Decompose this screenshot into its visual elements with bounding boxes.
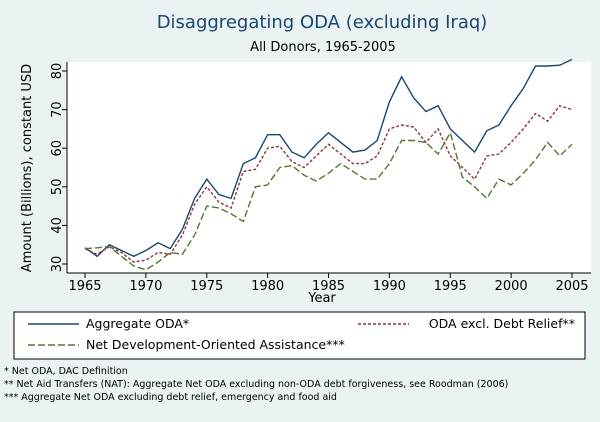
y-tick-label: 60 <box>50 140 65 157</box>
legend-label-2: ODA excl. Debt Relief** <box>429 316 575 331</box>
x-tick-label: 2005 <box>555 279 588 294</box>
x-tick-label: 1965 <box>68 279 101 294</box>
x-tick-label: 2000 <box>495 279 528 294</box>
x-tick-label: 1975 <box>190 279 223 294</box>
legend-box <box>13 311 586 360</box>
series-line-2 <box>84 104 573 263</box>
x-axis-ticks: 1965 1970 1975 1980 1985 1990 1995 2000 2005 <box>68 273 589 294</box>
series-line-1 <box>84 58 573 258</box>
x-tick-label: 1985 <box>312 279 345 294</box>
legend-label-3: Net Development-Oriented Assistance*** <box>86 337 345 352</box>
chart-title: Disaggregating ODA (excluding Iraq) <box>157 12 488 33</box>
footnote-1: * Net ODA, DAC Definition <box>4 366 128 377</box>
y-tick-label: 80 <box>50 63 65 80</box>
x-tick-label: 1970 <box>129 279 162 294</box>
plot-area <box>67 62 591 273</box>
y-tick-label: 30 <box>50 256 65 273</box>
x-tick-label: 1995 <box>434 279 467 294</box>
x-axis-title: Year <box>307 291 336 306</box>
y-tick-label: 50 <box>50 179 65 196</box>
series-lines <box>84 58 573 271</box>
y-tick-label: 70 <box>50 101 65 118</box>
y-axis-title: Amount (Billions), constant USD <box>20 64 35 272</box>
chart-subtitle: All Donors, 1965-2005 <box>250 40 396 55</box>
y-tick-label: 40 <box>50 217 65 234</box>
x-tick-label: 1990 <box>373 279 406 294</box>
footnote-3: *** Aggregate Net ODA excluding debt rel… <box>4 392 337 403</box>
legend-label-1: Aggregate ODA* <box>86 316 189 331</box>
legend: Aggregate ODA* ODA excl. Debt Relief** Net… <box>28 316 575 352</box>
x-tick-label: 1980 <box>251 279 284 294</box>
footnote-2: ** Net Aid Transfers (NAT): Aggregate Ne… <box>4 379 508 390</box>
y-axis-ticks: 30 40 50 60 70 80 <box>50 63 67 273</box>
series-line-3 <box>84 130 573 271</box>
